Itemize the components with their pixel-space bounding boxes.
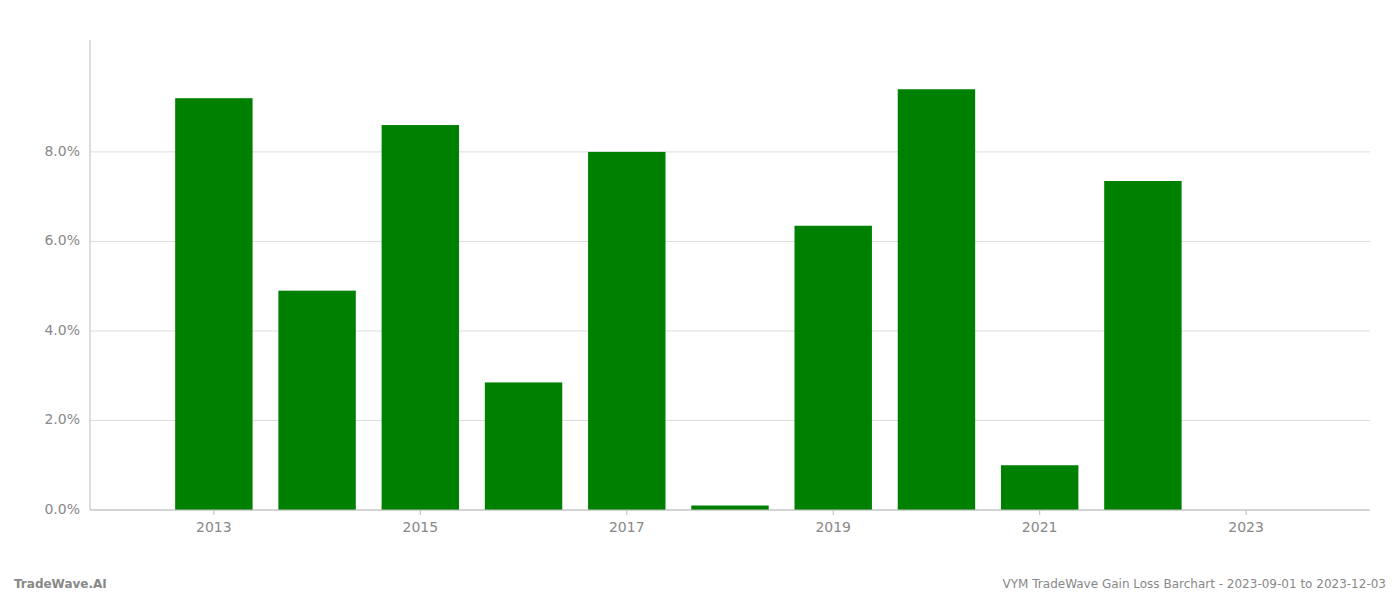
footer-right: VYM TradeWave Gain Loss Barchart - 2023-… [1003,577,1386,591]
bar [691,506,768,510]
x-tick [833,510,834,515]
bar [795,226,872,510]
y-tick-label: 4.0% [44,322,80,338]
y-tick-label: 8.0% [44,143,80,159]
x-axis-line [90,510,1370,511]
x-tick [1246,510,1247,515]
chart: 0.0% 2.0% 4.0% 6.0% 8.0% 2013 2015 2017 2019 2021… [0,0,1400,600]
x-tick [626,510,627,515]
bar [588,152,665,510]
x-tick-label: 2023 [1228,519,1264,535]
y-axis-line [90,40,91,510]
bar [898,89,975,510]
bar [1104,181,1181,510]
grid-line [90,510,1370,511]
x-tick-label: 2015 [403,519,439,535]
grid-line [90,151,1370,152]
footer-left: TradeWave.AI [14,577,107,591]
x-tick-label: 2021 [1022,519,1058,535]
y-tick-label: 0.0% [44,501,80,517]
y-tick-label: 2.0% [44,411,80,427]
x-tick [1039,510,1040,515]
bars [175,89,1181,510]
bar [485,382,562,510]
bar [1001,465,1078,510]
x-tick [213,510,214,515]
bar [278,291,355,510]
x-tick-label: 2019 [815,519,851,535]
x-tick-label: 2013 [196,519,232,535]
x-tick [420,510,421,515]
x-tick-label: 2017 [609,519,645,535]
bar [175,98,252,510]
bar [382,125,459,510]
y-tick-label: 6.0% [44,232,80,248]
